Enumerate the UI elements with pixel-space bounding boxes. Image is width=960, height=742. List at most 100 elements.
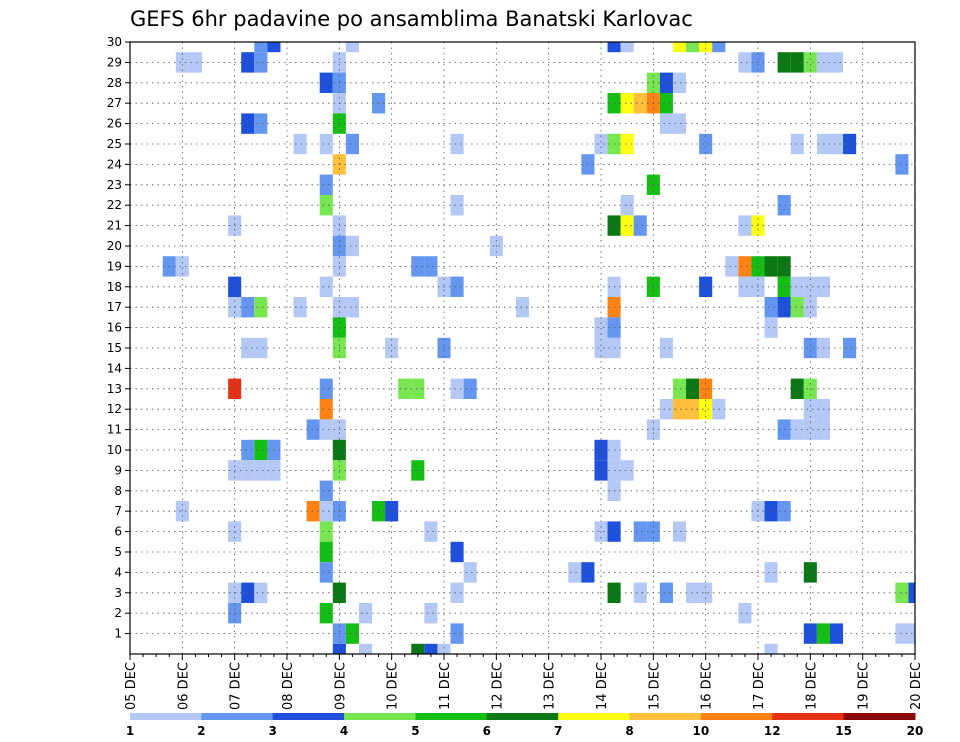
heatmap-cell xyxy=(686,378,700,399)
heatmap-cell xyxy=(241,297,255,318)
heatmap-cell xyxy=(672,378,687,399)
heatmap-cell xyxy=(672,42,687,53)
y-tick-label: 7 xyxy=(114,504,122,518)
heatmap-cell xyxy=(659,113,673,134)
heatmap-cell xyxy=(254,337,268,359)
colorbar-label: 4 xyxy=(340,724,348,738)
colorbar-swatch xyxy=(700,713,773,720)
colorbar-label: 3 xyxy=(269,724,277,738)
heatmap-cell xyxy=(345,623,359,644)
heatmap-cell xyxy=(424,521,438,542)
heatmap-cell xyxy=(803,399,817,420)
heatmap-cell xyxy=(424,603,438,624)
heatmap-cell xyxy=(594,133,608,155)
heatmap-cell xyxy=(411,378,425,399)
heatmap-cell xyxy=(594,337,608,359)
heatmap-cell xyxy=(385,337,399,359)
heatmap-cell xyxy=(319,399,333,420)
y-tick-label: 9 xyxy=(114,463,122,477)
heatmap-cell xyxy=(829,52,844,73)
heatmap-cell xyxy=(777,256,791,277)
heatmap-cell xyxy=(829,133,844,155)
y-tick-label: 16 xyxy=(107,321,122,335)
heatmap-cell xyxy=(241,460,255,481)
heatmap-cell xyxy=(411,460,425,481)
y-tick-label: 24 xyxy=(107,157,122,171)
heatmap-cell xyxy=(319,195,333,216)
heatmap-cell xyxy=(790,419,804,440)
colorbar-label: 6 xyxy=(483,724,491,738)
heatmap-cell xyxy=(712,42,726,53)
heatmap-cell xyxy=(672,113,687,134)
heatmap-cell xyxy=(764,501,778,522)
heatmap-cell xyxy=(620,195,634,216)
heatmap-cell xyxy=(620,93,634,114)
colorbar-label: 7 xyxy=(554,724,562,738)
heatmap-cell xyxy=(803,337,817,359)
heatmap-cell xyxy=(450,378,464,399)
heatmap-cell xyxy=(686,582,700,603)
heatmap-cell xyxy=(777,52,791,73)
heatmap-cell xyxy=(633,93,647,114)
y-tick-label: 4 xyxy=(114,565,122,579)
heatmap-cell xyxy=(633,521,647,542)
y-tick-label: 25 xyxy=(107,137,122,151)
y-tick-label: 20 xyxy=(107,239,122,253)
colorbar-swatch xyxy=(130,713,202,720)
heatmap-cell xyxy=(699,133,713,155)
heatmap-cell xyxy=(463,378,477,399)
y-tick-label: 3 xyxy=(114,586,122,600)
x-tick-label: 05 DEC xyxy=(124,662,139,710)
heatmap-cell xyxy=(398,378,412,399)
heatmap-cell xyxy=(777,276,791,297)
heatmap-cell xyxy=(620,460,634,481)
heatmap-cell xyxy=(241,113,255,134)
colorbar-label: 10 xyxy=(693,724,710,738)
heatmap-cell xyxy=(175,52,189,73)
y-tick-label: 26 xyxy=(107,117,122,131)
heatmap-cell xyxy=(790,276,804,297)
heatmap-cell xyxy=(803,276,817,297)
y-tick-label: 27 xyxy=(107,96,122,110)
heatmap-cell xyxy=(319,521,333,542)
heatmap-cell xyxy=(319,378,333,399)
heatmap-cell xyxy=(686,399,700,420)
heatmap-cell xyxy=(607,42,621,53)
y-tick-label: 29 xyxy=(107,55,122,69)
heatmap-cell xyxy=(345,42,359,53)
chart-title: GEFS 6hr padavine po ansamblima Banatski… xyxy=(130,7,693,31)
colorbar-swatch xyxy=(486,713,559,720)
y-tick-label: 15 xyxy=(107,341,122,355)
heatmap-cell xyxy=(672,399,687,420)
heatmap-cell xyxy=(450,133,464,155)
heatmap-cell xyxy=(659,72,673,93)
heatmap-cell xyxy=(319,174,333,195)
heatmap-cell xyxy=(829,623,844,644)
heatmap-cell xyxy=(267,42,281,53)
y-tick-label: 8 xyxy=(114,484,122,498)
y-tick-label: 1 xyxy=(114,627,122,641)
heatmap-cell xyxy=(594,460,608,481)
heatmap-cell xyxy=(790,133,804,155)
heatmap-cell xyxy=(345,297,359,318)
heatmap-cell xyxy=(254,113,268,134)
heatmap-cell xyxy=(463,562,477,583)
heatmap-cell xyxy=(241,337,255,359)
heatmap-cell xyxy=(764,256,778,277)
colorbar-swatch xyxy=(772,713,845,720)
heatmap-cell xyxy=(803,562,817,583)
heatmap-cell xyxy=(699,276,713,297)
heatmap-cell xyxy=(895,582,909,603)
colorbar-label: 1 xyxy=(126,724,134,738)
x-tick-label: 16 DEC xyxy=(700,662,715,710)
x-tick-label: 10 DEC xyxy=(386,662,401,710)
heatmap-cell xyxy=(188,52,202,73)
y-tick-label: 10 xyxy=(107,443,122,457)
colorbar-label: 12 xyxy=(764,724,781,738)
heatmap-cell xyxy=(686,42,700,53)
heatmap-cell xyxy=(254,439,268,461)
heatmap-cell xyxy=(450,623,464,644)
colorbar-swatch xyxy=(344,713,416,720)
x-tick-label: 08 DEC xyxy=(281,662,296,710)
